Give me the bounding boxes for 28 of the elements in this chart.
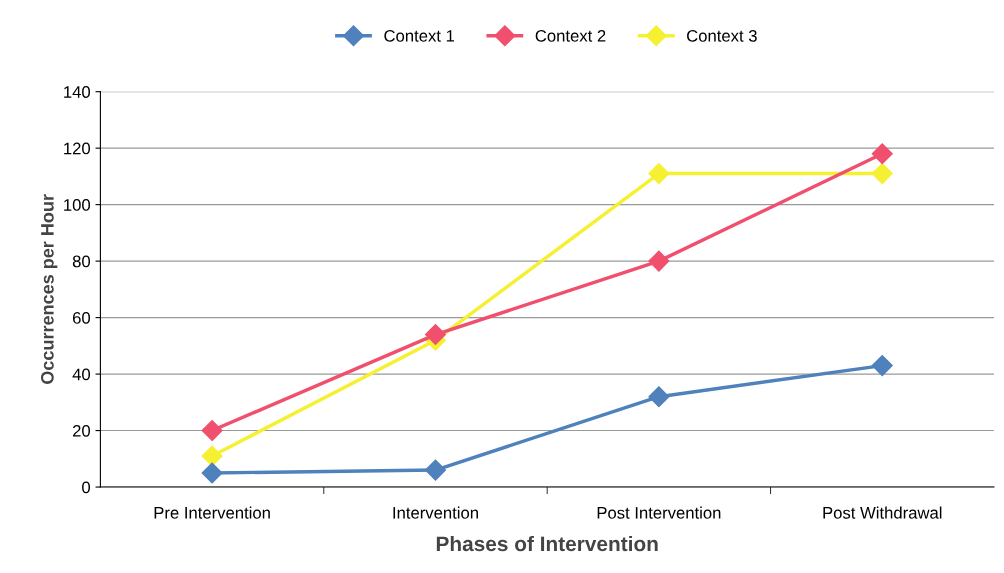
legend-label: Context 3 bbox=[687, 29, 757, 42]
point bbox=[201, 462, 223, 484]
y-axis-title: Occurrences per Hour bbox=[40, 194, 58, 384]
y-tick-label: 60 bbox=[72, 312, 91, 324]
point bbox=[424, 459, 447, 481]
x-tick-label: Pre Intervention bbox=[154, 506, 270, 519]
legend-label: Context 2 bbox=[535, 29, 606, 42]
y-tick-label: 0 bbox=[82, 481, 91, 494]
x-tick-label: Post Intervention bbox=[597, 506, 721, 519]
point bbox=[648, 250, 670, 272]
x-axis-title: Phases of Intervention bbox=[436, 535, 658, 552]
point bbox=[201, 420, 223, 442]
x-tick-label: Post Withdrawal bbox=[823, 506, 942, 519]
point bbox=[424, 324, 447, 346]
y-tick-label: 120 bbox=[64, 142, 91, 155]
point bbox=[648, 163, 670, 185]
legend-label: Context 1 bbox=[384, 29, 455, 42]
y-tick-label: 80 bbox=[72, 255, 91, 268]
point bbox=[201, 445, 223, 467]
y-tick-label: 20 bbox=[72, 424, 91, 437]
y-tick-label: 40 bbox=[72, 368, 91, 381]
point bbox=[648, 386, 670, 408]
point bbox=[871, 163, 893, 185]
y-tick-label: 140 bbox=[64, 86, 91, 98]
y-tick-label: 100 bbox=[64, 199, 91, 211]
point bbox=[871, 143, 893, 165]
x-tick-label: Intervention bbox=[393, 506, 478, 519]
point bbox=[871, 355, 893, 377]
